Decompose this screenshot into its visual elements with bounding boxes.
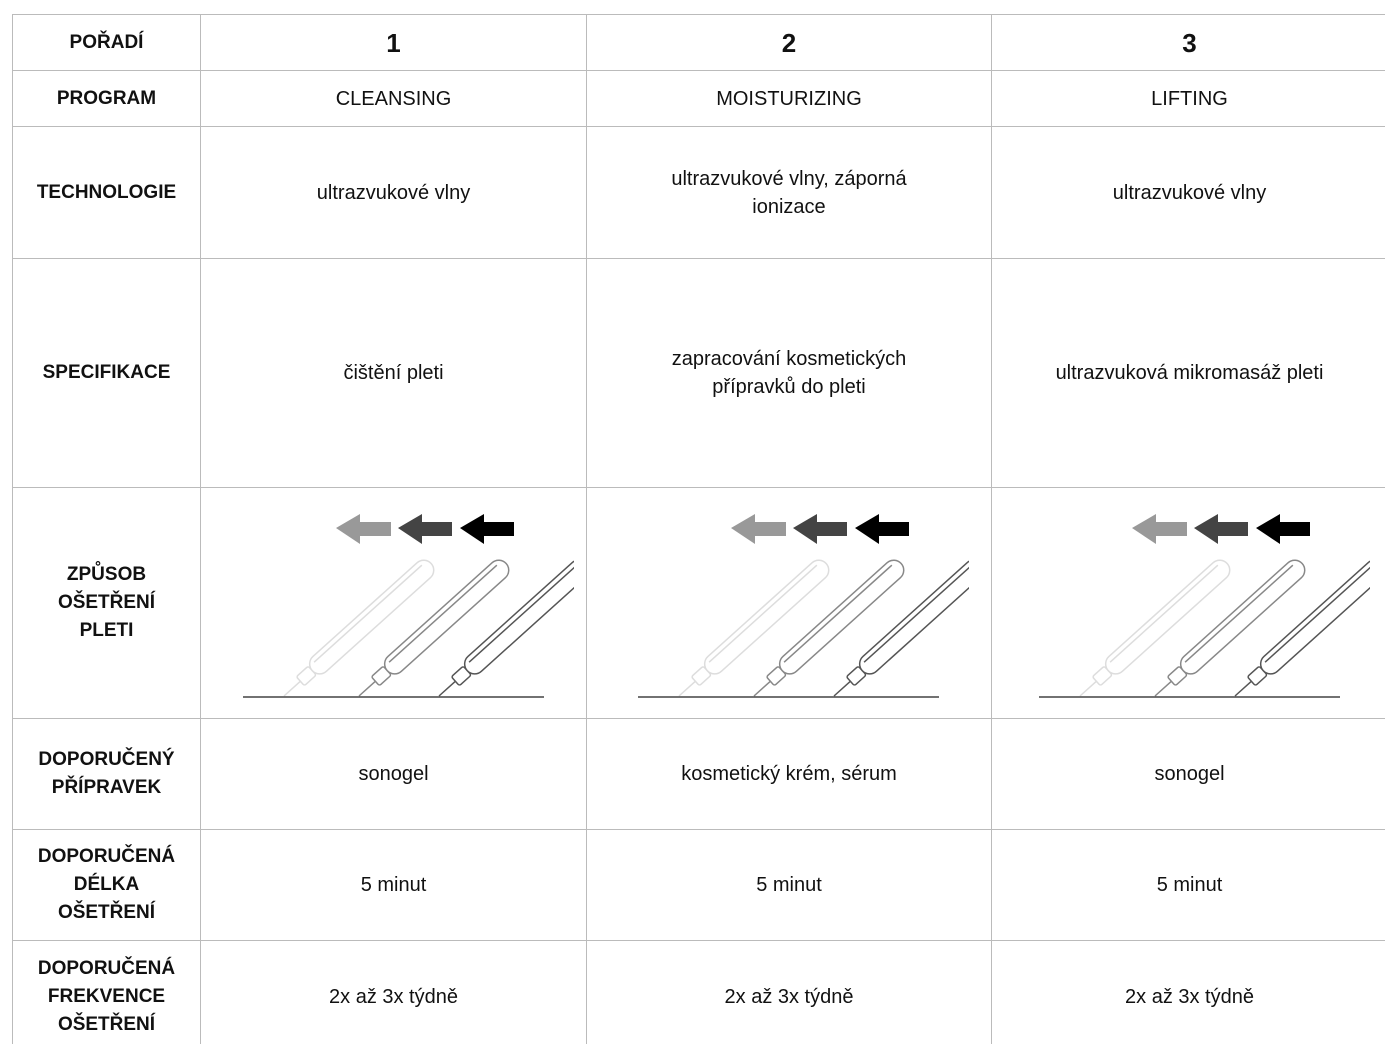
row-header: TECHNOLOGIE xyxy=(12,126,201,259)
text-line: 2 xyxy=(781,27,797,58)
text-line: DÉLKA xyxy=(73,874,140,895)
text-line: ZPŮSOB xyxy=(66,564,147,585)
table-cell: sonogel xyxy=(200,718,587,830)
text-line: LIFTING xyxy=(1151,87,1228,110)
text-line: kosmetický krém, sérum xyxy=(681,763,897,785)
row-header: POŘADÍ xyxy=(12,14,201,71)
table-cell: 1 xyxy=(200,14,587,71)
text-line: OŠETŘENÍ xyxy=(57,592,156,613)
text-line: 5 minut xyxy=(1156,874,1223,896)
text-line: PLETI xyxy=(79,620,134,641)
table-cell: 2 xyxy=(586,14,992,71)
text-line: CLEANSING xyxy=(335,87,452,110)
table-cell: 5 minut xyxy=(991,829,1385,941)
row-header: DOPORUČENÁ DÉLKA OŠETŘENÍ xyxy=(12,829,201,941)
table-cell: čištění pleti xyxy=(200,258,587,488)
text-line: 1 xyxy=(386,27,401,58)
table-cell: 2x až 3x týdně xyxy=(991,940,1385,1044)
table-cell xyxy=(991,487,1385,719)
table-row: TECHNOLOGIE ultrazvukové vlny ultrazvukové… xyxy=(12,126,1385,259)
table-row: DOPORUČENÁ DÉLKA OŠETŘENÍ 5 minut 5 minut 5 m… xyxy=(12,829,1385,941)
text-line: DOPORUČENÝ xyxy=(38,749,175,770)
row-header: DOPORUČENÁ FREKVENCE OŠETŘENÍ xyxy=(12,940,201,1044)
row-header: SPECIFIKACE xyxy=(12,258,201,488)
row-header: PROGRAM xyxy=(12,70,201,127)
text-line: PŘÍPRAVEK xyxy=(51,777,162,798)
table-cell: LIFTING xyxy=(991,70,1385,127)
table-cell: 2x až 3x týdně xyxy=(200,940,587,1044)
text-line: ultrazvukové vlny, záporná xyxy=(671,167,907,190)
text-line: zapracování kosmetických xyxy=(671,348,907,370)
text-line: přípravků do pleti xyxy=(712,376,866,398)
text-line: DOPORUČENÁ xyxy=(37,846,176,867)
text-line: POŘADÍ xyxy=(69,31,144,53)
table-cell xyxy=(200,487,587,719)
text-line: ultrazvuková mikromasáž pleti xyxy=(1055,362,1324,384)
text-line: ultrazvukové vlny xyxy=(316,181,471,204)
text-line: OŠETŘENÍ xyxy=(57,1013,156,1035)
treatment-illustration xyxy=(637,513,969,705)
row-header: DOPORUČENÝ PŘÍPRAVEK xyxy=(12,718,201,830)
table-cell: zapracování kosmetických přípravků do ple… xyxy=(586,258,992,488)
table-row: DOPORUČENÁ FREKVENCE OŠETŘENÍ 2x až 3x týdn… xyxy=(12,940,1385,1044)
text-line: TECHNOLOGIE xyxy=(36,181,177,203)
table-cell xyxy=(586,487,992,719)
table-cell: sonogel xyxy=(991,718,1385,830)
table-row: POŘADÍ 1 2 3 xyxy=(12,14,1385,71)
table-cell: kosmetický krém, sérum xyxy=(586,718,992,830)
table-cell: 3 xyxy=(991,14,1385,71)
table-row: SPECIFIKACE čištění pleti zapracování kosm… xyxy=(12,258,1385,488)
text-line: SPECIFIKACE xyxy=(42,362,171,383)
table-cell: 5 minut xyxy=(200,829,587,941)
table-cell: MOISTURIZING xyxy=(586,70,992,127)
row-header: ZPŮSOB OŠETŘENÍ PLETI xyxy=(12,487,201,719)
text-line: FREKVENCE xyxy=(47,985,166,1007)
text-line: 5 minut xyxy=(756,874,822,896)
text-line: 2x až 3x týdně xyxy=(329,985,458,1008)
text-line: ionizace xyxy=(752,195,826,218)
table-cell: CLEANSING xyxy=(200,70,587,127)
text-line: PROGRAM xyxy=(56,87,157,109)
table: POŘADÍ 1 2 3 PROGRAM CLEANSING MOISTURIZING LIF… xyxy=(12,14,1385,1044)
table-row: DOPORUČENÝ PŘÍPRAVEK sonogel kosmetický kré… xyxy=(12,718,1385,830)
text-line: ultrazvukové vlny xyxy=(1112,181,1267,204)
table-row: ZPŮSOB OŠETŘENÍ PLETI xyxy=(12,487,1385,719)
treatment-illustration xyxy=(241,513,574,705)
table-cell: ultrazvukové vlny xyxy=(991,126,1385,259)
text-line: OŠETŘENÍ xyxy=(57,902,156,923)
text-line: 2x až 3x týdně xyxy=(724,985,854,1008)
text-line: 3 xyxy=(1182,27,1197,58)
table-cell: ultrazvukové vlny xyxy=(200,126,587,259)
table-cell: 5 minut xyxy=(586,829,992,941)
text-line: sonogel xyxy=(1154,763,1225,785)
table-cell: ultrazvukové vlny, záporná ionizace xyxy=(586,126,992,259)
table-cell: 2x až 3x týdně xyxy=(586,940,992,1044)
text-line: DOPORUČENÁ xyxy=(37,957,176,979)
text-line: 5 minut xyxy=(360,874,427,896)
text-line: čištění pleti xyxy=(343,362,444,384)
treatment-illustration xyxy=(1037,513,1370,705)
table-row: PROGRAM CLEANSING MOISTURIZING LIFTING xyxy=(12,70,1385,127)
table-cell: ultrazvuková mikromasáž pleti xyxy=(991,258,1385,488)
text-line: sonogel xyxy=(358,763,429,785)
text-line: MOISTURIZING xyxy=(716,87,862,110)
text-line: 2x až 3x týdně xyxy=(1125,985,1254,1008)
